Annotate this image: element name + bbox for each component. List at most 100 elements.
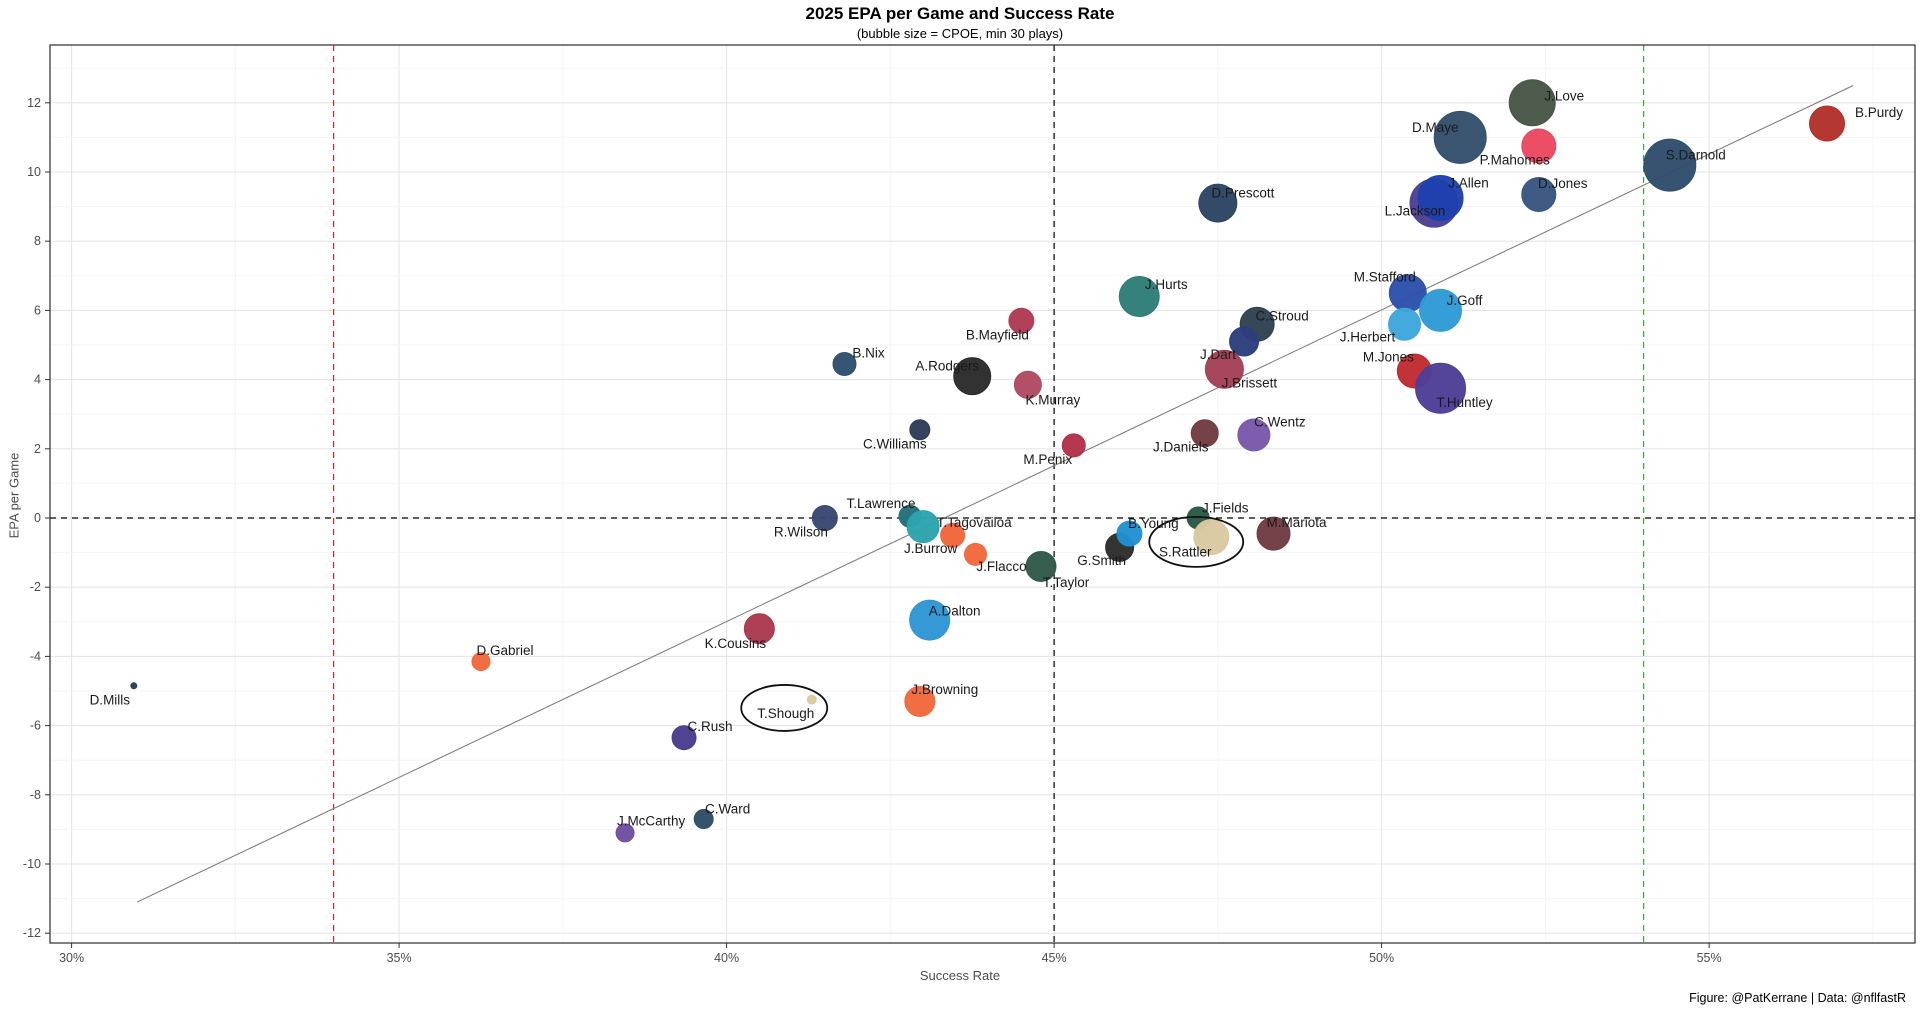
bubble-A.Rodgers (953, 357, 992, 396)
label-S.Darnold: S.Darnold (1666, 148, 1726, 163)
bubble-J.Goff (1419, 288, 1463, 332)
label-M.Jones: M.Jones (1363, 349, 1414, 364)
x-tick-label: 30% (59, 951, 84, 965)
label-D.Mills: D.Mills (90, 692, 131, 707)
bubble-T.Huntley (1415, 362, 1467, 414)
label-T.Tagovailoa: T.Tagovailoa (937, 515, 1013, 530)
x-axis-title: Success Rate (919, 968, 1001, 983)
bubble-J.Browning (904, 685, 936, 717)
bubble-J.McCarthy (615, 823, 635, 843)
bubble-C.Wentz (1237, 418, 1271, 452)
bubble-D.Gabriel (471, 652, 491, 672)
label-J.Herbert: J.Herbert (1340, 330, 1396, 345)
bubble-M.Mariota (1256, 516, 1291, 551)
label-M.Mariota: M.Mariota (1267, 515, 1328, 530)
label-D.Prescott: D.Prescott (1211, 186, 1274, 201)
bubble-J.Daniels (1190, 419, 1219, 448)
label-C.Ward: C.Ward (705, 802, 750, 817)
bubble-R.Wilson (811, 505, 838, 531)
bubble-B.Mayfield (1008, 307, 1035, 334)
label-J.Goff: J.Goff (1447, 293, 1483, 308)
bubble-T.Shough (806, 694, 817, 705)
y-tick-label: 8 (34, 234, 41, 248)
label-A.Rodgers: A.Rodgers (915, 359, 979, 374)
bubble-K.Cousins (743, 613, 775, 645)
label-S.Rattler: S.Rattler (1159, 545, 1212, 560)
bubble-J.Allen (1417, 174, 1464, 221)
label-J.Love: J.Love (1544, 88, 1584, 103)
label-J.Flacco: J.Flacco (976, 559, 1026, 574)
y-tick-label: -8 (30, 788, 41, 802)
bubble-J.Dart (1229, 326, 1260, 357)
label-T.Huntley: T.Huntley (1436, 395, 1493, 410)
bubble-J.Flacco (964, 542, 987, 566)
y-axis-title: EPA per Game (6, 452, 22, 539)
bubble-S.Rattler (1193, 519, 1230, 556)
chart-title: 2025 EPA per Game and Success Rate (805, 4, 1115, 23)
bubble-T.Tagovailoa (906, 510, 940, 544)
label-B.Mayfield: B.Mayfield (966, 327, 1029, 342)
bubble-S.Darnold (1643, 138, 1697, 192)
bubble-J.Brissett (1204, 349, 1244, 389)
label-C.Williams: C.Williams (863, 436, 927, 451)
label-K.Murray: K.Murray (1026, 392, 1081, 407)
label-J.Daniels: J.Daniels (1153, 440, 1209, 455)
y-tick-label: -6 (30, 719, 41, 733)
y-tick-label: 0 (34, 511, 41, 525)
label-J.Allen: J.Allen (1448, 175, 1489, 190)
bubble-D.Jones (1521, 176, 1557, 212)
label-G.Smith: G.Smith (1077, 553, 1126, 568)
bubble-B.Young (1116, 520, 1143, 547)
label-A.Dalton: A.Dalton (929, 604, 981, 619)
annotation-ellipse-T.Shough (740, 684, 829, 732)
bubble-C.Ward (693, 809, 714, 830)
bubble-B.Purdy (1809, 105, 1845, 142)
y-tick-label: 12 (27, 96, 41, 110)
label-J.Dart: J.Dart (1200, 347, 1236, 362)
y-tick-label: 2 (34, 442, 41, 456)
label-J.Brissett: J.Brissett (1222, 376, 1278, 391)
bubble-T.Taylor (1025, 550, 1057, 582)
bubble-P.Mahomes (1521, 128, 1557, 164)
label-B.Purdy: B.Purdy (1855, 105, 1903, 120)
bubble-A.Dalton (909, 599, 951, 641)
label-T.Shough: T.Shough (757, 706, 814, 721)
x-tick-label: 50% (1369, 951, 1394, 965)
x-tick-label: 55% (1697, 951, 1722, 965)
annotation-ellipse-S.Rattler (1148, 515, 1245, 568)
label-P.Mahomes: P.Mahomes (1480, 153, 1551, 168)
bubble-J.Herbert (1388, 307, 1422, 341)
figure-attribution: Figure: @PatKerrane | Data: @nflfastR (1689, 991, 1906, 1005)
label-D.Maye: D.Maye (1412, 120, 1459, 135)
label-B.Nix: B.Nix (852, 346, 885, 361)
bubble-M.Penix (1061, 433, 1086, 458)
label-J.Hurts: J.Hurts (1145, 277, 1188, 292)
y-tick-label: -12 (23, 926, 41, 940)
trend-line (136, 85, 1854, 903)
label-R.Wilson: R.Wilson (774, 525, 828, 540)
x-tick-label: 40% (714, 951, 739, 965)
label-L.Jackson: L.Jackson (1385, 204, 1446, 219)
bubble-B.Nix (832, 352, 857, 377)
label-J.McCarthy: J.McCarthy (617, 813, 686, 828)
label-C.Rush: C.Rush (688, 719, 733, 734)
label-J.Burrow: J.Burrow (904, 541, 958, 556)
label-T.Lawrence: T.Lawrence (846, 496, 915, 511)
bubble-J.Love (1508, 79, 1556, 127)
bubble-D.Prescott (1198, 183, 1238, 223)
bubble-J.Hurts (1118, 276, 1160, 318)
label-K.Cousins: K.Cousins (705, 636, 767, 651)
y-tick-label: -4 (30, 649, 41, 663)
y-tick-label: 10 (27, 165, 41, 179)
label-T.Taylor: T.Taylor (1043, 575, 1090, 590)
bubble-D.Mills (130, 682, 138, 690)
panel-border (49, 44, 1916, 944)
label-C.Wentz: C.Wentz (1254, 414, 1306, 429)
label-D.Gabriel: D.Gabriel (476, 643, 533, 658)
bubble-C.Williams (909, 419, 931, 441)
chart-subtitle: (bubble size = CPOE, min 30 plays) (856, 26, 1064, 41)
y-tick-label: -2 (30, 580, 41, 594)
bubble-D.Maye (1433, 110, 1487, 164)
